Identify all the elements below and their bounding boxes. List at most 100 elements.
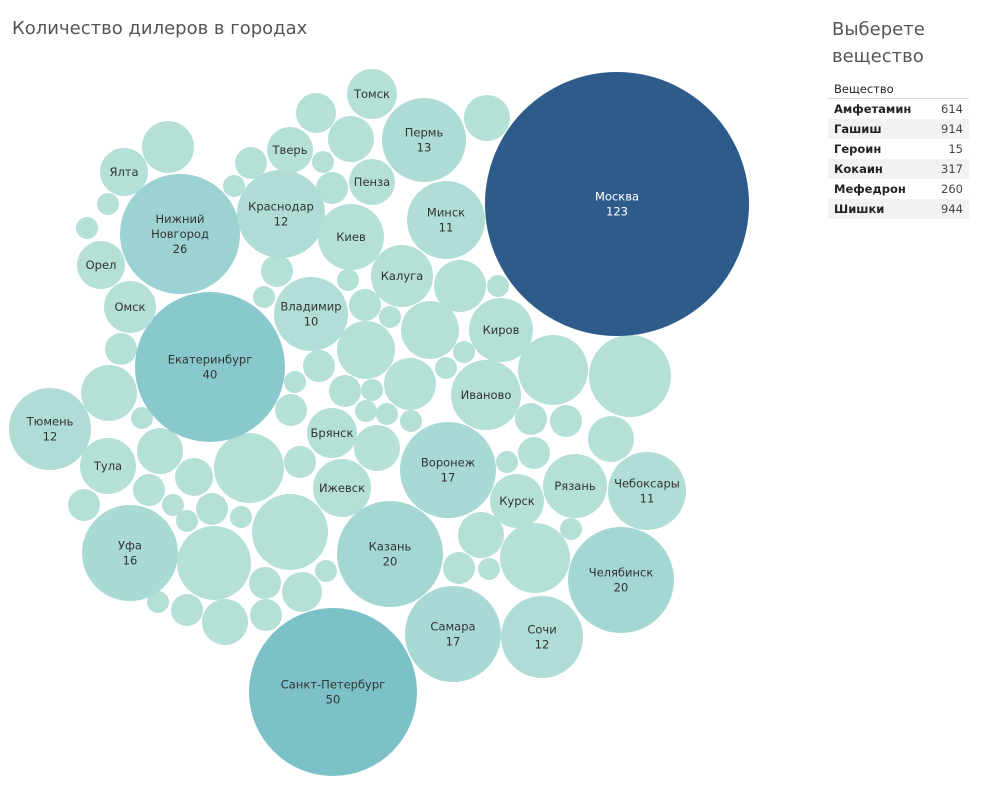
city-bubble-unlabeled[interactable] [361, 379, 383, 401]
city-bubble-unlabeled[interactable] [137, 428, 183, 474]
city-bubble[interactable]: Пенза [349, 159, 395, 205]
city-bubble-unlabeled[interactable] [250, 599, 282, 631]
bubble-circle[interactable] [347, 69, 397, 119]
bubble-circle[interactable] [77, 241, 125, 289]
bubble-circle[interactable] [313, 459, 371, 517]
city-bubble[interactable]: Киев [318, 204, 384, 270]
bubble-circle[interactable] [82, 505, 178, 601]
bubble-circle[interactable] [568, 527, 674, 633]
city-bubble-unlabeled[interactable] [76, 217, 98, 239]
bubble-circle[interactable] [274, 277, 348, 351]
substance-row[interactable]: Шишки 944 [828, 199, 969, 219]
city-bubble-unlabeled[interactable] [434, 260, 486, 312]
city-bubble-unlabeled[interactable] [81, 365, 137, 421]
bubble-circle[interactable] [267, 127, 313, 173]
bubble-circle[interactable] [469, 298, 533, 362]
city-bubble-unlabeled[interactable] [329, 375, 361, 407]
city-bubble-unlabeled[interactable] [284, 371, 306, 393]
bubble-circle[interactable] [100, 148, 148, 196]
city-bubble[interactable]: Ялта [100, 148, 148, 196]
city-bubble-unlabeled[interactable] [349, 289, 381, 321]
city-bubble-unlabeled[interactable] [487, 275, 509, 297]
city-bubble[interactable]: Рязань [543, 454, 607, 518]
bubble-circle[interactable] [407, 181, 485, 259]
bubble-circle[interactable] [543, 454, 607, 518]
city-bubble-unlabeled[interactable] [453, 341, 475, 363]
bubble-circle[interactable] [451, 360, 521, 430]
city-bubble[interactable]: Томск [347, 69, 397, 119]
city-bubble-unlabeled[interactable] [355, 400, 377, 422]
city-bubble-unlabeled[interactable] [303, 350, 335, 382]
city-bubble-unlabeled[interactable] [230, 506, 252, 528]
city-bubble[interactable]: Брянск [307, 408, 357, 458]
substance-row[interactable]: Гашиш 914 [828, 119, 969, 139]
substance-row[interactable]: Кокаин 317 [828, 159, 969, 179]
bubble-circle[interactable] [382, 98, 466, 182]
bubble-circle[interactable] [80, 438, 136, 494]
city-bubble-unlabeled[interactable] [97, 193, 119, 215]
city-bubble[interactable]: Киров [469, 298, 533, 362]
city-bubble-unlabeled[interactable] [147, 591, 169, 613]
city-bubble-unlabeled[interactable] [401, 301, 459, 359]
bubble-circle[interactable] [400, 422, 496, 518]
city-bubble[interactable]: Иваново [451, 360, 521, 430]
city-bubble-unlabeled[interactable] [202, 599, 248, 645]
city-bubble-unlabeled[interactable] [384, 358, 436, 410]
city-bubble-unlabeled[interactable] [296, 93, 336, 133]
city-bubble-unlabeled[interactable] [223, 175, 245, 197]
city-bubble-unlabeled[interactable] [496, 451, 518, 473]
city-bubble-unlabeled[interactable] [589, 335, 671, 417]
city-bubble-unlabeled[interactable] [478, 558, 500, 580]
city-bubble-unlabeled[interactable] [171, 594, 203, 626]
city-bubble-unlabeled[interactable] [376, 403, 398, 425]
city-bubble-unlabeled[interactable] [142, 121, 194, 173]
bubble-circle[interactable] [337, 501, 443, 607]
bubble-circle[interactable] [135, 292, 285, 442]
city-bubble-unlabeled[interactable] [275, 394, 307, 426]
city-bubble-unlabeled[interactable] [196, 493, 228, 525]
city-bubble-unlabeled[interactable] [133, 474, 165, 506]
city-bubble-unlabeled[interactable] [435, 357, 457, 379]
city-bubble-unlabeled[interactable] [312, 151, 334, 173]
substance-row[interactable]: Амфетамин 614 [828, 99, 969, 120]
city-bubble-unlabeled[interactable] [131, 407, 153, 429]
city-bubble-unlabeled[interactable] [284, 446, 316, 478]
city-bubble[interactable]: Тверь [267, 127, 313, 173]
city-bubble[interactable]: Курск [490, 474, 544, 528]
city-bubble-unlabeled[interactable] [379, 306, 401, 328]
bubble-circle[interactable] [490, 474, 544, 528]
city-bubble-unlabeled[interactable] [162, 494, 184, 516]
city-bubble-unlabeled[interactable] [560, 518, 582, 540]
city-bubble-unlabeled[interactable] [235, 147, 267, 179]
bubble-circle[interactable] [237, 170, 325, 258]
bubble-circle[interactable] [9, 388, 91, 470]
city-bubble[interactable]: Ижевск [313, 459, 371, 517]
city-bubble-unlabeled[interactable] [550, 405, 582, 437]
city-bubble-unlabeled[interactable] [249, 567, 281, 599]
city-bubble-unlabeled[interactable] [175, 458, 213, 496]
bubble-circle[interactable] [608, 452, 686, 530]
city-bubble-unlabeled[interactable] [443, 552, 475, 584]
city-bubble-unlabeled[interactable] [337, 269, 359, 291]
city-bubble-unlabeled[interactable] [176, 510, 198, 532]
city-bubble[interactable]: Тула [80, 438, 136, 494]
city-bubble-unlabeled[interactable] [354, 425, 400, 471]
bubble-circle[interactable] [249, 608, 417, 776]
bubble-circle[interactable] [405, 586, 501, 682]
city-bubble-unlabeled[interactable] [518, 437, 550, 469]
city-bubble-unlabeled[interactable] [214, 433, 284, 503]
bubble-circle[interactable] [485, 72, 749, 336]
bubble-circle[interactable] [349, 159, 395, 205]
city-bubble-unlabeled[interactable] [337, 321, 395, 379]
